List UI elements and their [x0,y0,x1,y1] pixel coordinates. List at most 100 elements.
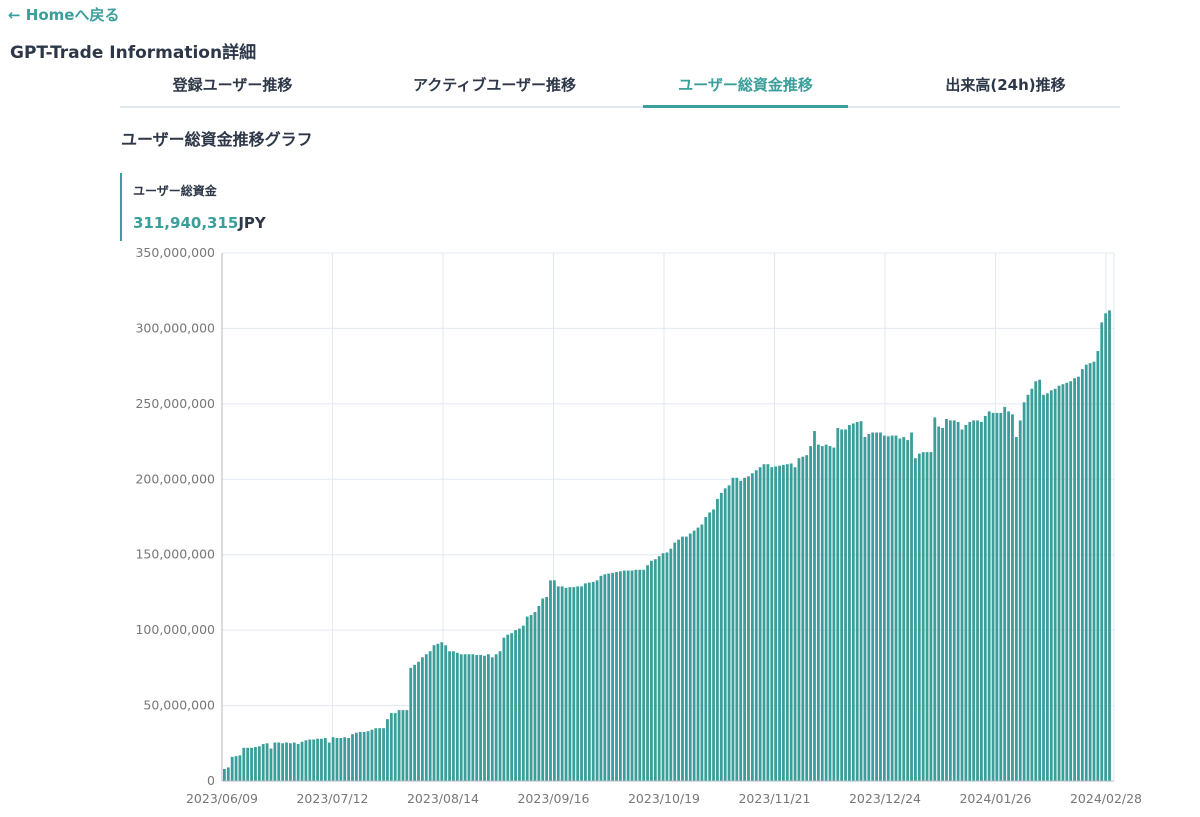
bar[interactable] [1080,369,1084,781]
bar[interactable] [518,628,521,781]
bar[interactable] [564,587,568,781]
bar[interactable] [250,747,253,781]
bar[interactable] [560,586,564,781]
bar[interactable] [506,634,510,781]
bar[interactable] [688,533,692,781]
bar[interactable] [708,512,712,781]
bar[interactable] [316,738,319,781]
bar[interactable] [1026,394,1030,781]
tab-active-users[interactable]: アクティブユーザー推移 [412,76,577,94]
bar[interactable] [603,574,607,781]
bar[interactable] [382,728,385,781]
bar[interactable] [1007,411,1010,781]
bar[interactable] [444,645,448,781]
bar[interactable] [362,731,366,781]
bar[interactable] [941,427,944,781]
bar[interactable] [591,581,595,781]
bar[interactable] [995,412,999,781]
bar[interactable] [498,651,502,781]
bar[interactable] [980,421,983,781]
bar[interactable] [634,569,638,781]
bar[interactable] [246,747,250,781]
bar[interactable] [254,747,257,781]
bar[interactable] [937,426,941,781]
bar[interactable] [673,542,677,781]
bar[interactable] [731,477,735,781]
bar[interactable] [1069,381,1073,781]
bar[interactable] [471,654,475,781]
bar[interactable] [735,477,739,781]
bar[interactable] [646,565,649,781]
bar[interactable] [1092,361,1096,781]
bar[interactable] [417,661,420,781]
bar[interactable] [347,738,351,781]
bar[interactable] [902,437,906,781]
bar[interactable] [894,435,898,781]
bar[interactable] [774,466,778,781]
bar[interactable] [331,737,335,781]
bar[interactable] [285,742,288,781]
bar[interactable] [716,498,719,781]
bar[interactable] [420,657,424,781]
bar[interactable] [320,738,323,781]
bar[interactable] [770,467,774,781]
bar[interactable] [510,633,514,781]
bar[interactable] [545,596,549,781]
bar[interactable] [463,654,467,781]
bar[interactable] [327,742,331,781]
bar[interactable] [351,734,354,781]
bar[interactable] [684,536,688,781]
bar[interactable] [700,524,704,781]
bar[interactable] [638,569,642,781]
bar[interactable] [921,452,925,781]
bar[interactable] [785,464,789,781]
bar[interactable] [405,710,409,781]
bar[interactable] [514,630,517,781]
bar[interactable] [549,580,552,781]
bar[interactable] [339,738,343,781]
bar[interactable] [292,742,296,781]
bar[interactable] [393,713,397,781]
bar[interactable] [269,748,273,781]
bar[interactable] [378,728,382,781]
bar[interactable] [483,655,486,781]
bar[interactable] [273,742,277,781]
bar[interactable] [1073,378,1076,781]
bar[interactable] [890,435,894,781]
bar[interactable] [541,598,545,781]
bar[interactable] [479,655,483,781]
bar[interactable] [1057,385,1061,781]
bar[interactable] [226,767,230,781]
bar[interactable] [677,539,681,781]
bar[interactable] [824,444,828,781]
bar[interactable] [386,719,389,781]
bar[interactable] [440,642,444,781]
bar[interactable] [234,756,238,781]
bar[interactable] [599,575,603,781]
bar[interactable] [448,651,451,781]
bar[interactable] [945,418,948,781]
bar[interactable] [354,732,358,781]
bar[interactable] [848,424,851,781]
bar[interactable] [238,755,242,781]
bar[interactable] [335,738,339,781]
bar[interactable] [1018,420,1022,781]
bar[interactable] [696,527,700,781]
bar[interactable] [1042,394,1045,781]
bar[interactable] [1046,393,1049,781]
bar[interactable] [1108,310,1111,781]
back-to-home-link[interactable]: ← Homeへ戻る [8,6,120,24]
bar[interactable] [758,467,762,781]
bar[interactable] [618,571,622,781]
bar[interactable] [343,737,347,781]
bar[interactable] [1077,376,1080,781]
tab-registered-users[interactable]: 登録ユーザー推移 [172,76,293,94]
bar[interactable] [432,645,436,781]
bar[interactable] [1065,382,1069,781]
bar[interactable] [490,657,494,781]
bar[interactable] [525,616,529,781]
bar[interactable] [879,432,882,781]
bar[interactable] [778,465,781,781]
bar[interactable] [607,573,611,781]
bar[interactable] [257,746,261,781]
